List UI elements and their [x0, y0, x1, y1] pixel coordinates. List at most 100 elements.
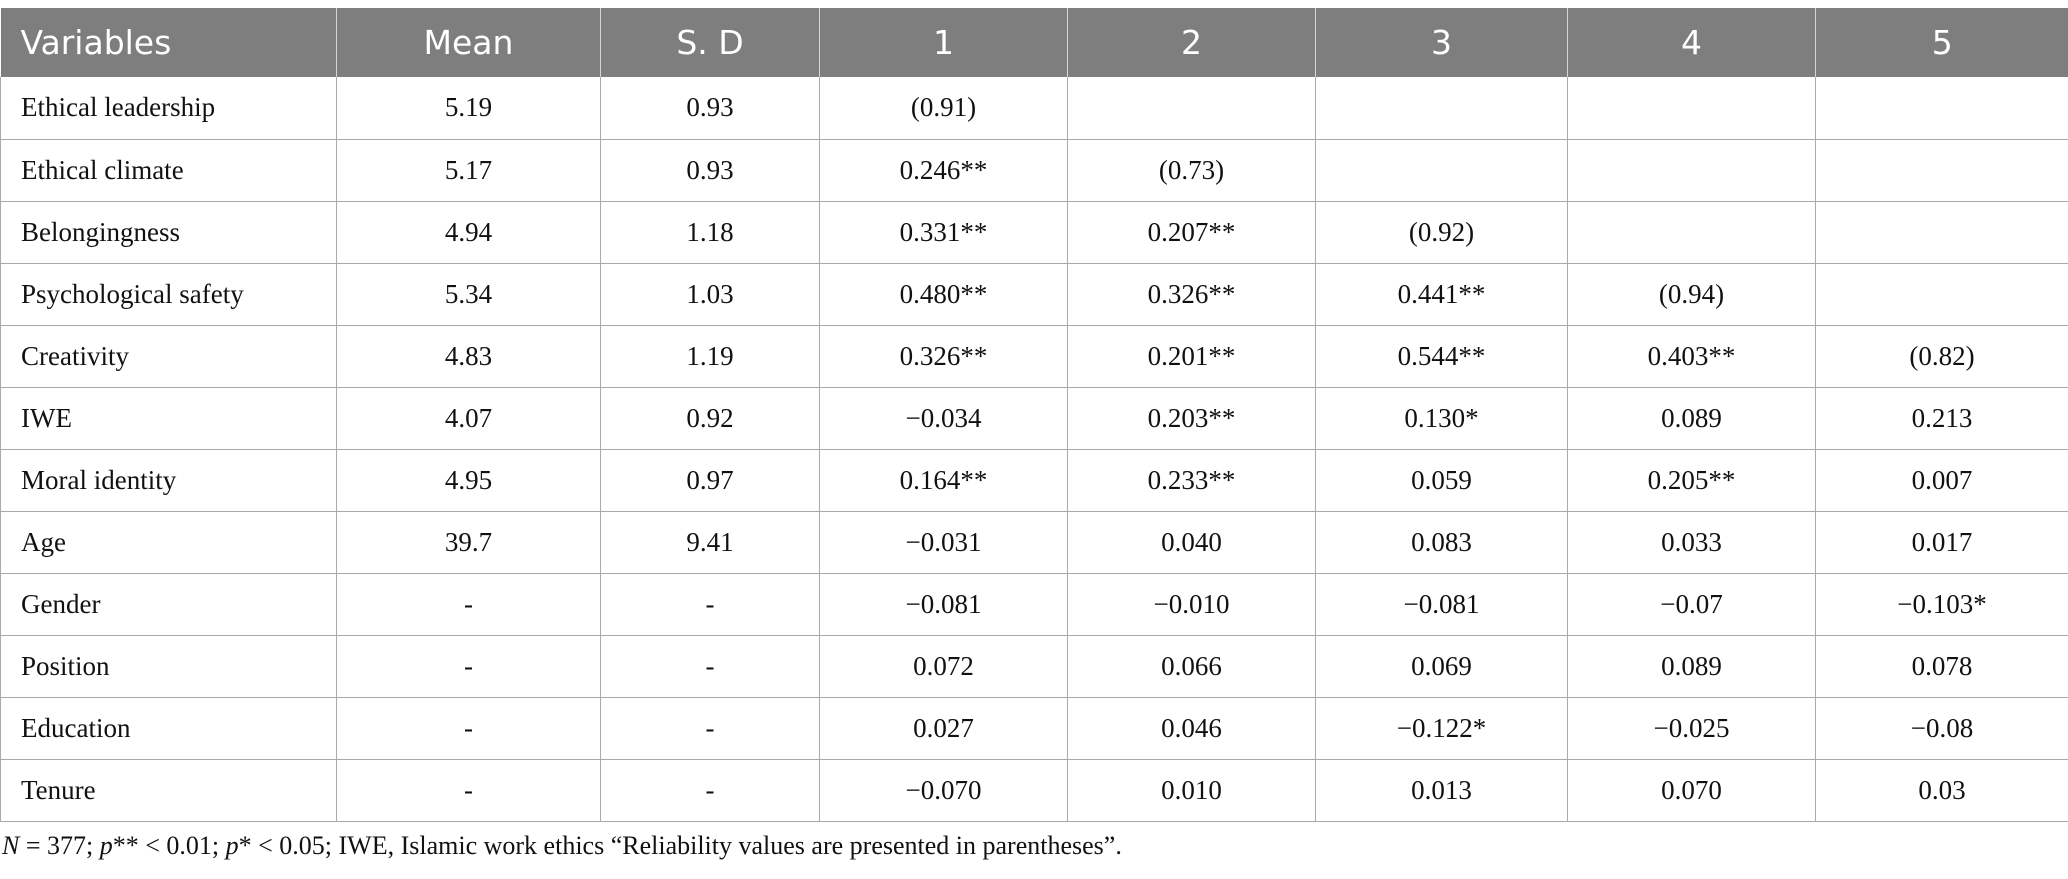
table-cell: (0.92) — [1315, 201, 1568, 264]
table-row: Moral identity 4.95 0.97 0.164** 0.233** 0.05… — [0, 449, 2068, 512]
table-cell: 0.93 — [600, 139, 820, 202]
table-cell: 0.03 — [1815, 759, 2068, 822]
table-cell: 0.033 — [1567, 511, 1816, 574]
table-cell: 0.205** — [1567, 449, 1816, 512]
table-cell: 0.013 — [1315, 759, 1568, 822]
table-cell: 0.089 — [1567, 635, 1816, 698]
table-cell: 9.41 — [600, 511, 820, 574]
header-col-1: Mean — [336, 8, 601, 77]
row-variable-name: IWE — [0, 387, 337, 450]
table-row: Gender - - −0.081 −0.010 −0.081 −0.07 −0.103* — [0, 573, 2068, 636]
header-col-5: 3 — [1315, 8, 1568, 77]
table-cell: 1.19 — [600, 325, 820, 388]
table-cell: 0.403** — [1567, 325, 1816, 388]
table-cell: 0.544** — [1315, 325, 1568, 388]
table-cell — [1567, 77, 1816, 140]
table-row: IWE 4.07 0.92 −0.034 0.203** 0.130* 0.089 0.213 — [0, 387, 2068, 450]
table-cell: −0.103* — [1815, 573, 2068, 636]
table-cell — [1567, 201, 1816, 264]
table-cell: 0.059 — [1315, 449, 1568, 512]
header-variables: Variables — [0, 8, 337, 77]
table-cell: 4.94 — [336, 201, 601, 264]
table-cell: 0.201** — [1067, 325, 1316, 388]
table-cell: 0.027 — [819, 697, 1068, 760]
table-cell: 5.19 — [336, 77, 601, 140]
table-cell: - — [336, 573, 601, 636]
table-footnote: N = 377; p** < 0.01; p* < 0.05; IWE, Isl… — [2, 831, 1122, 861]
table-cell: 0.040 — [1067, 511, 1316, 574]
row-variable-name: Ethical leadership — [0, 77, 337, 140]
table-cell: 0.97 — [600, 449, 820, 512]
row-variable-name: Position — [0, 635, 337, 698]
table-cell: - — [336, 759, 601, 822]
table-cell: 0.007 — [1815, 449, 2068, 512]
row-variable-name: Age — [0, 511, 337, 574]
row-variable-name: Tenure — [0, 759, 337, 822]
table-cell: 0.017 — [1815, 511, 2068, 574]
table-row: Age 39.7 9.41 −0.031 0.040 0.083 0.033 0.017 — [0, 511, 2068, 574]
table-cell: 0.066 — [1067, 635, 1316, 698]
table-cell — [1815, 263, 2068, 326]
table-cell: - — [336, 635, 601, 698]
table-cell: - — [600, 635, 820, 698]
table-cell: 4.95 — [336, 449, 601, 512]
table-cell: 0.070 — [1567, 759, 1816, 822]
header-col-3: 1 — [819, 8, 1068, 77]
table-cell — [1567, 139, 1816, 202]
table-cell: 0.213 — [1815, 387, 2068, 450]
table-cell: −0.070 — [819, 759, 1068, 822]
row-variable-name: Education — [0, 697, 337, 760]
table-cell: −0.010 — [1067, 573, 1316, 636]
header-col-7: 5 — [1815, 8, 2068, 77]
row-variable-name: Gender — [0, 573, 337, 636]
table-row: Psychological safety 5.34 1.03 0.480** 0.326… — [0, 263, 2068, 326]
table-cell: 0.083 — [1315, 511, 1568, 574]
table-row: Creativity 4.83 1.19 0.326** 0.201** 0.544** 0… — [0, 325, 2068, 388]
table-cell — [1815, 77, 2068, 140]
row-variable-name: Moral identity — [0, 449, 337, 512]
table-row: Education - -0.027 0.046 −0.122* −0.025 −0.08 — [0, 697, 2068, 760]
row-variable-name: Creativity — [0, 325, 337, 388]
table-cell: 0.246** — [819, 139, 1068, 202]
table-cell: 0.92 — [600, 387, 820, 450]
footnote-n-label: N — [2, 831, 20, 860]
table-cell — [1815, 201, 2068, 264]
table-cell: 1.18 — [600, 201, 820, 264]
table-cell: 5.34 — [336, 263, 601, 326]
table-cell: 0.164** — [819, 449, 1068, 512]
table-cell: - — [600, 759, 820, 822]
table-cell — [1815, 139, 2068, 202]
table-cell: 1.03 — [600, 263, 820, 326]
table-cell: 0.069 — [1315, 635, 1568, 698]
table-cell — [1315, 139, 1568, 202]
table-cell: −0.07 — [1567, 573, 1816, 636]
table-cell: (0.82) — [1815, 325, 2068, 388]
table-cell: 0.072 — [819, 635, 1068, 698]
table-cell: −0.08 — [1815, 697, 2068, 760]
table-cell: 0.331** — [819, 201, 1068, 264]
table-cell: −0.081 — [819, 573, 1068, 636]
table-cell: 0.078 — [1815, 635, 2068, 698]
table-cell: 0.089 — [1567, 387, 1816, 450]
table-cell: 0.046 — [1067, 697, 1316, 760]
table-cell: 5.17 — [336, 139, 601, 202]
table-cell — [1315, 77, 1568, 140]
row-variable-name: Psychological safety — [0, 263, 337, 326]
header-col-4: 2 — [1067, 8, 1316, 77]
table-cell: - — [600, 697, 820, 760]
table-cell — [1067, 77, 1316, 140]
table-row: Tenure - - −0.070 0.010 0.013 0.070 0.03 — [0, 759, 2068, 822]
header-col-6: 4 — [1567, 8, 1816, 77]
table-cell: 0.480** — [819, 263, 1068, 326]
table-cell: (0.91) — [819, 77, 1068, 140]
table-cell: 0.130* — [1315, 387, 1568, 450]
footnote-p2-label: p — [225, 831, 239, 860]
table-cell: −0.034 — [819, 387, 1068, 450]
table-cell: −0.122* — [1315, 697, 1568, 760]
row-variable-name: Ethical climate — [0, 139, 337, 202]
table-cell: −0.025 — [1567, 697, 1816, 760]
table-cell: 0.441** — [1315, 263, 1568, 326]
table-row: Ethical leadership 5.19 0.93 (0.91) — [0, 77, 2068, 140]
